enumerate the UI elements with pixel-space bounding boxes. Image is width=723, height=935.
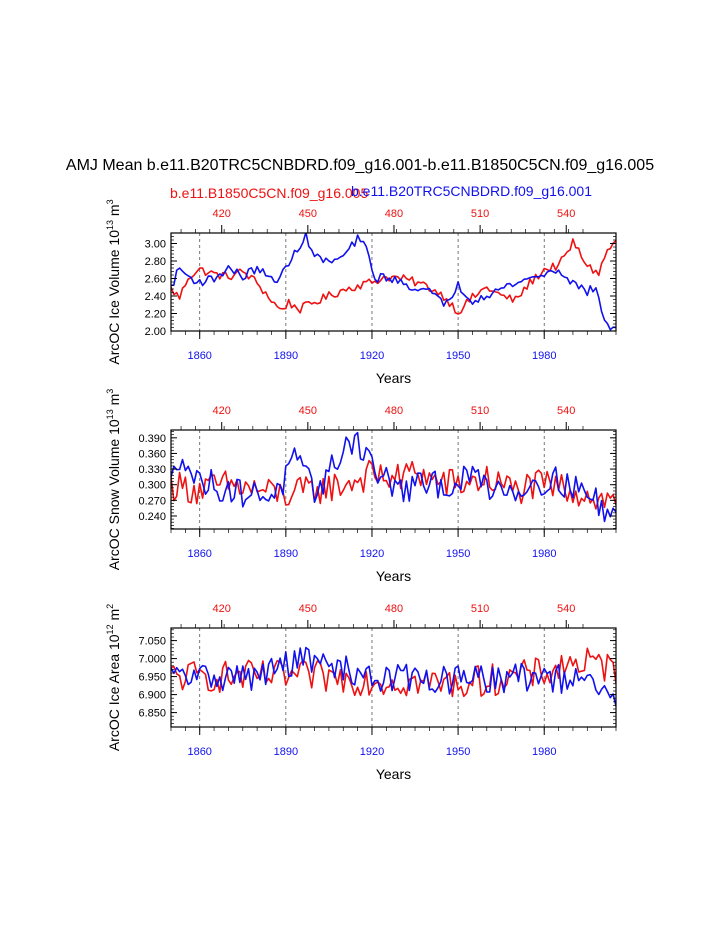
ice-area-panel: 6.850 6.900 6.950 7.000 7.050 1860 1890 1920 195… — [105, 603, 617, 782]
x-tick-label-bottom: 1950 — [446, 548, 470, 560]
y-axis-title: ArcOC Snow Volume 1013 m3 — [105, 389, 122, 571]
y-axis-title: ArcOC Ice Area 1012 m2 — [105, 604, 122, 751]
x-tick-label-top: 480 — [385, 603, 403, 615]
x-tick-label-bottom: 1860 — [187, 548, 211, 560]
y-tick-label: 0.360 — [138, 448, 166, 460]
x-tick-label-top: 450 — [299, 208, 317, 220]
x-tick-label-bottom: 1890 — [274, 746, 298, 758]
x-tick-label-bottom: 1950 — [446, 350, 470, 362]
x-tick-label-top: 420 — [213, 405, 231, 417]
x-tick-label-top: 540 — [557, 405, 575, 417]
x-tick-label-top: 450 — [299, 405, 317, 417]
x-tick-label-bottom: 1980 — [532, 548, 556, 560]
x-tick-label-bottom: 1920 — [360, 746, 384, 758]
y-tick-label: 2.00 — [145, 326, 166, 338]
x-tick-label-bottom: 1860 — [187, 746, 211, 758]
y-tick-label: 2.40 — [145, 291, 166, 303]
x-tick-label-bottom: 1980 — [532, 746, 556, 758]
figure-title: AMJ Mean b.e11.B20TRC5CNBDRD.f09_g16.001… — [66, 157, 654, 174]
y-tick-label: 0.270 — [138, 495, 166, 507]
y-tick-label: 0.330 — [138, 464, 166, 476]
x-axis-title: Years — [376, 370, 411, 386]
x-tick-label-bottom: 1950 — [446, 746, 470, 758]
y-tick-label: 6.900 — [138, 690, 166, 702]
x-tick-label-bottom: 1980 — [532, 350, 556, 362]
legend-label-transient: b.e11.B20TRC5CNBDRD.f09_g16.001 — [351, 183, 592, 199]
series-line-blue — [171, 233, 616, 331]
y-tick-label: 2.20 — [145, 309, 166, 321]
x-tick-label-bottom: 1920 — [360, 548, 384, 560]
y-axis-title: ArcOC Ice Volume 1013 m3 — [105, 199, 122, 364]
y-tick-label: 7.050 — [138, 636, 166, 648]
legend-label-control: b.e11.B1850C5CN.f09_g16.005 — [170, 185, 368, 201]
x-tick-label-top: 510 — [471, 208, 489, 220]
x-tick-label-bottom: 1890 — [274, 548, 298, 560]
series-line-blue — [171, 646, 616, 707]
ice-volume-panel: 2.00 2.20 2.40 2.60 2.80 3.00 1860 1890 1920 1950… — [105, 199, 617, 386]
y-tick-label: 0.300 — [138, 480, 166, 492]
x-axis-title: Years — [376, 766, 411, 782]
x-axis-title: Years — [376, 568, 411, 584]
y-tick-label: 2.60 — [145, 274, 166, 286]
x-tick-label-top: 540 — [557, 603, 575, 615]
series-line-red — [171, 459, 616, 510]
x-tick-label-top: 510 — [471, 405, 489, 417]
x-tick-label-top: 510 — [471, 603, 489, 615]
x-tick-label-bottom: 1890 — [274, 350, 298, 362]
y-tick-label: 3.00 — [145, 239, 166, 251]
y-tick-label: 6.950 — [138, 672, 166, 684]
y-tick-label: 0.240 — [138, 511, 166, 523]
x-tick-label-top: 450 — [299, 603, 317, 615]
y-tick-label: 7.000 — [138, 654, 166, 666]
series-line-blue — [171, 431, 616, 523]
series-line-red — [171, 238, 616, 315]
x-tick-label-bottom: 1920 — [360, 350, 384, 362]
x-tick-label-bottom: 1860 — [187, 350, 211, 362]
x-tick-label-top: 480 — [385, 405, 403, 417]
x-tick-label-top: 540 — [557, 208, 575, 220]
x-tick-label-top: 420 — [213, 603, 231, 615]
x-tick-label-top: 480 — [385, 208, 403, 220]
x-tick-label-top: 420 — [213, 208, 231, 220]
y-tick-label: 0.390 — [138, 433, 166, 445]
snow-volume-panel: 0.240 0.270 0.300 0.330 0.360 0.390 1860 1890 19… — [105, 389, 617, 584]
y-tick-label: 6.850 — [138, 708, 166, 720]
y-tick-label: 2.80 — [145, 256, 166, 268]
